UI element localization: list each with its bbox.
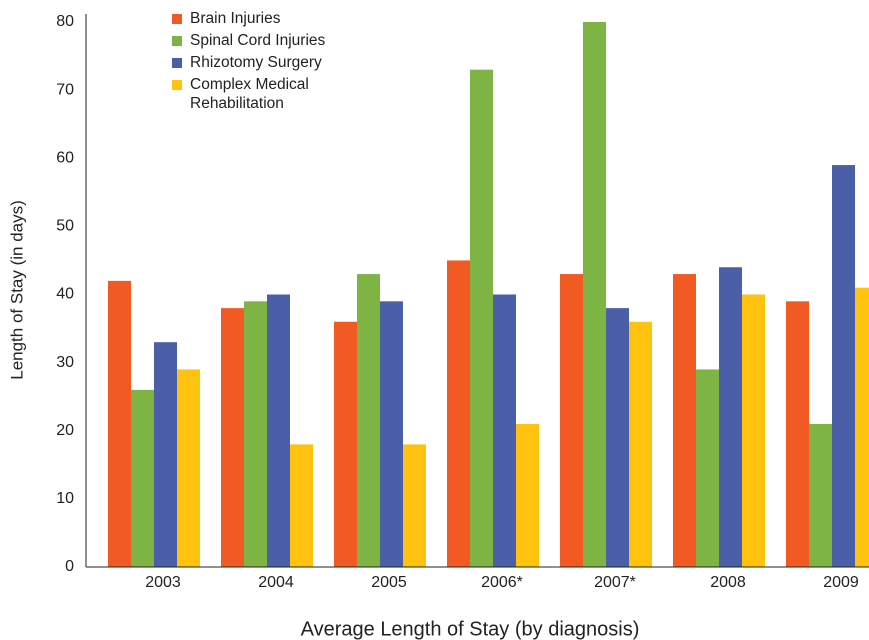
y-tick-label: 50	[56, 218, 74, 235]
legend-item: Rhizotomy Surgery	[172, 53, 362, 72]
bar	[516, 423, 539, 567]
bar	[403, 444, 426, 567]
legend: Brain Injuries Spinal Cord Injuries Rhizot…	[172, 9, 362, 116]
y-tick-label: 30	[56, 354, 74, 371]
x-tick-label: 2003	[145, 574, 181, 591]
y-tick-label: 0	[65, 558, 74, 575]
bar	[334, 321, 357, 567]
legend-swatch	[172, 58, 182, 68]
y-tick-label: 60	[56, 149, 74, 166]
y-tick-label: 40	[56, 286, 74, 303]
x-tick-label: 2005	[371, 574, 407, 591]
bar	[855, 287, 869, 567]
bar	[177, 369, 200, 567]
bar	[583, 22, 606, 567]
y-tick-label: 70	[56, 81, 74, 98]
bar	[786, 301, 809, 567]
x-tick-label: 2006*	[481, 574, 523, 591]
legend-label: Spinal Cord Injuries	[190, 32, 326, 49]
bar	[560, 274, 583, 567]
bar	[221, 308, 244, 567]
bar	[154, 342, 177, 567]
x-tick-label: 2008	[710, 574, 746, 591]
legend-swatch	[172, 14, 182, 24]
legend-item: Complex Medical Rehabilitation	[172, 75, 362, 113]
bar	[470, 69, 493, 567]
bar	[447, 260, 470, 567]
bar	[696, 369, 719, 567]
bar	[290, 444, 313, 567]
bar	[629, 321, 652, 567]
bar	[832, 165, 855, 567]
y-axis-title: Length of Stay (in days)	[7, 200, 26, 380]
legend-label: Rhizotomy Surgery	[190, 54, 322, 71]
bar	[108, 280, 131, 567]
bar	[493, 294, 516, 567]
legend-swatch	[172, 36, 182, 46]
x-tick-label: 2004	[258, 574, 294, 591]
legend-swatch	[172, 80, 182, 90]
bar	[606, 308, 629, 567]
bar	[719, 267, 742, 567]
bar	[809, 423, 832, 567]
bar	[357, 274, 380, 567]
bar	[267, 294, 290, 567]
bar	[380, 301, 403, 567]
y-tick-label: 20	[56, 422, 74, 439]
legend-item: Spinal Cord Injuries	[172, 31, 362, 50]
x-axis-title: Average Length of Stay (by diagnosis)	[301, 618, 640, 640]
bar	[673, 274, 696, 567]
x-tick-label: 2009	[823, 574, 859, 591]
bar	[131, 389, 154, 567]
x-tick-label: 2007*	[594, 574, 636, 591]
y-tick-label: 10	[56, 490, 74, 507]
bar	[244, 301, 267, 567]
legend-item: Brain Injuries	[172, 9, 362, 28]
legend-label: Complex Medical Rehabilitation	[190, 76, 309, 112]
bar	[742, 294, 765, 567]
y-tick-label: 80	[56, 13, 74, 30]
legend-label: Brain Injuries	[190, 10, 281, 27]
